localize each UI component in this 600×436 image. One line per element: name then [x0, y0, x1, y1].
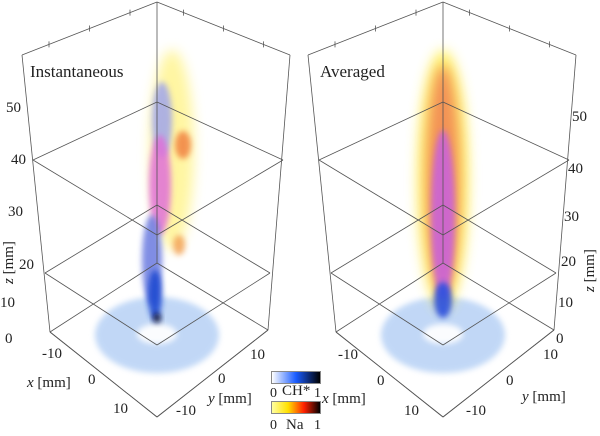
colorbar-na-max: 1 — [314, 418, 321, 433]
grid-plane — [156, 272, 271, 346]
colorbar-ch-min: 0 — [270, 386, 277, 401]
grid-plane — [442, 272, 557, 346]
axis-edge — [553, 54, 577, 331]
grid-plane — [330, 204, 444, 274]
grid-plane — [318, 159, 444, 236]
z-tick: 30 — [8, 204, 23, 220]
grid-plane — [156, 101, 284, 161]
grid-plane — [442, 262, 555, 331]
axis-edge — [267, 54, 291, 331]
x-axis — [49, 331, 158, 418]
y-axis — [156, 329, 269, 418]
grid-plane — [156, 204, 271, 274]
y-tick: 10 — [250, 347, 265, 363]
grid-plane — [44, 204, 158, 274]
y-axis-label: y [mm] — [522, 389, 566, 405]
na-hotspot — [175, 131, 191, 159]
z-axis-label: z [mm] — [1, 241, 17, 284]
axes-box — [21, 1, 291, 418]
y-tick: 0 — [218, 371, 226, 387]
z-axis-label: z [mm] — [582, 249, 598, 292]
z-tick: 50 — [572, 109, 587, 125]
ch-core — [148, 270, 162, 320]
y-axis-label: y [mm] — [208, 391, 252, 407]
grid-plane — [32, 101, 158, 161]
ch-peak — [153, 313, 161, 323]
ring-hole — [423, 324, 463, 344]
grid-plane — [330, 272, 444, 346]
grid-plane — [44, 272, 158, 346]
grid-plane — [156, 262, 269, 331]
panel-title-averaged: Averaged — [320, 62, 385, 81]
panel-instantaneous — [21, 1, 291, 418]
na-hotspot — [173, 235, 185, 255]
colorbar-ch-label: CH* — [282, 383, 311, 399]
y-tick: -10 — [466, 403, 486, 419]
z-tick: 30 — [564, 209, 579, 225]
grid-plane — [442, 204, 557, 274]
x-tick: 10 — [404, 403, 419, 419]
x-tick: 0 — [88, 372, 96, 388]
colorbar-na-label: Na — [286, 417, 304, 433]
grid-plane — [32, 159, 158, 236]
x-tick: 10 — [113, 401, 128, 417]
ring-hole — [137, 324, 177, 344]
z-tick: 20 — [561, 254, 576, 270]
panel-averaged — [307, 1, 577, 418]
colorbar-ch — [271, 371, 321, 384]
grid-plane — [335, 262, 444, 333]
y-axis — [442, 329, 555, 418]
x-axis — [335, 331, 444, 418]
axis-edge — [21, 54, 51, 333]
z-tick: 20 — [19, 257, 34, 273]
x-axis-label: x [mm] — [322, 391, 366, 407]
ch-core — [434, 282, 452, 318]
grid-plane — [318, 101, 444, 161]
x-tick: 0 — [377, 373, 385, 389]
colorbar-ch-max: 1 — [314, 386, 321, 401]
grid-plane — [156, 159, 284, 236]
y-tick: 0 — [506, 373, 514, 389]
x-tick: -10 — [42, 346, 62, 362]
grid-plane — [442, 159, 570, 236]
z-tick: 10 — [0, 295, 15, 311]
z-tick: 40 — [11, 152, 26, 168]
panel-title-instantaneous: Instantaneous — [30, 62, 124, 81]
x-tick: -10 — [338, 347, 358, 363]
x-axis-label: x [mm] — [27, 375, 71, 391]
colorbar-na — [271, 401, 321, 414]
z-tick: 50 — [6, 100, 21, 116]
z-tick: 0 — [556, 331, 564, 347]
z-tick: 10 — [558, 295, 573, 311]
y-tick: 10 — [543, 347, 558, 363]
z-tick: 40 — [568, 161, 583, 177]
grid-plane — [442, 101, 570, 161]
axis-edge — [307, 54, 337, 333]
grid-plane — [49, 262, 158, 333]
colorbar-na-min: 0 — [270, 418, 277, 433]
z-tick: 0 — [5, 331, 13, 347]
axes-box — [307, 1, 577, 418]
y-tick: -10 — [176, 403, 196, 419]
